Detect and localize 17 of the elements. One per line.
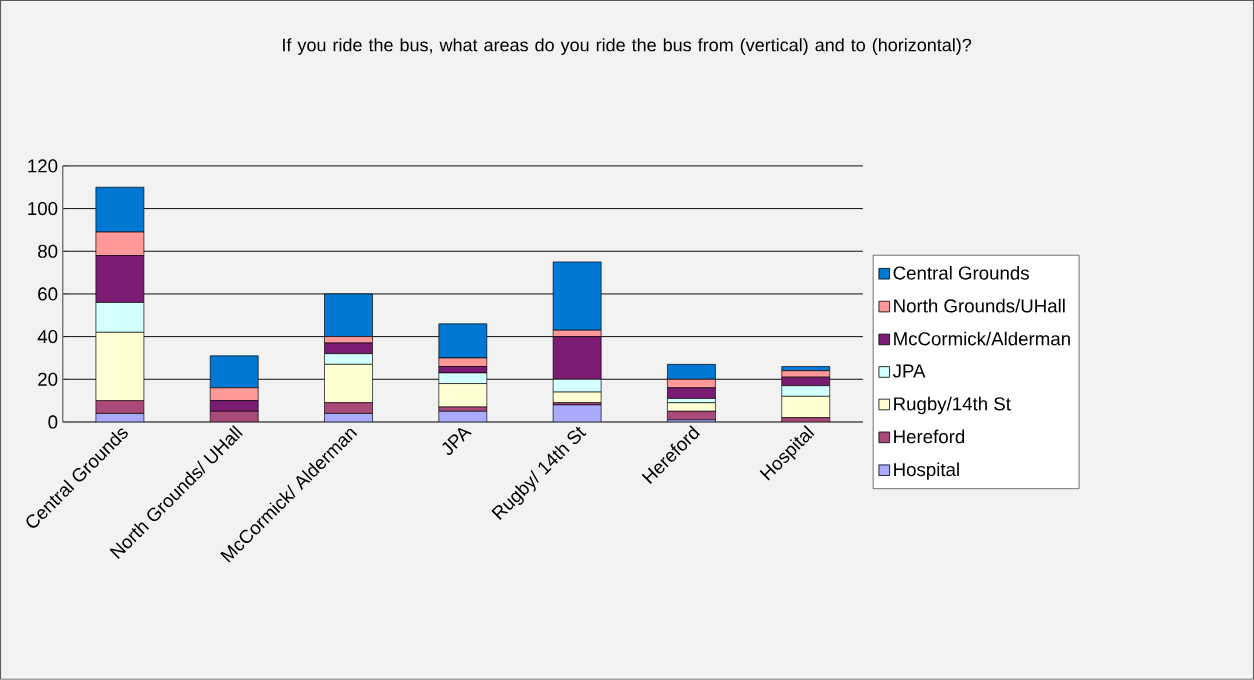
legend-label: Rugby/14th St	[894, 396, 1011, 415]
y-tick-label: 100	[28, 202, 58, 216]
legend-label: McCormick/Alderman	[894, 331, 1070, 346]
bar	[324, 402, 373, 414]
y-tick-label: 80	[38, 244, 58, 258]
y-tick-label: 120	[28, 159, 58, 173]
legend-label: North Grounds/UHall	[894, 298, 1065, 313]
y-tick-label: 0	[48, 415, 58, 429]
y-tick-label: 40	[37, 330, 58, 344]
bar	[95, 400, 145, 414]
y-tick-label: 60	[38, 287, 58, 301]
chart-title: If you ride the bus, what areas do you ride the bus from (vertical) and to (horizontal)?	[283, 38, 972, 55]
x-tick-label: JPA	[442, 427, 472, 456]
legend-label: Central Grounds	[893, 266, 1029, 280]
y-tick-label: 20	[38, 372, 58, 386]
bar	[324, 293, 373, 338]
legend-label: JPA	[892, 364, 926, 378]
